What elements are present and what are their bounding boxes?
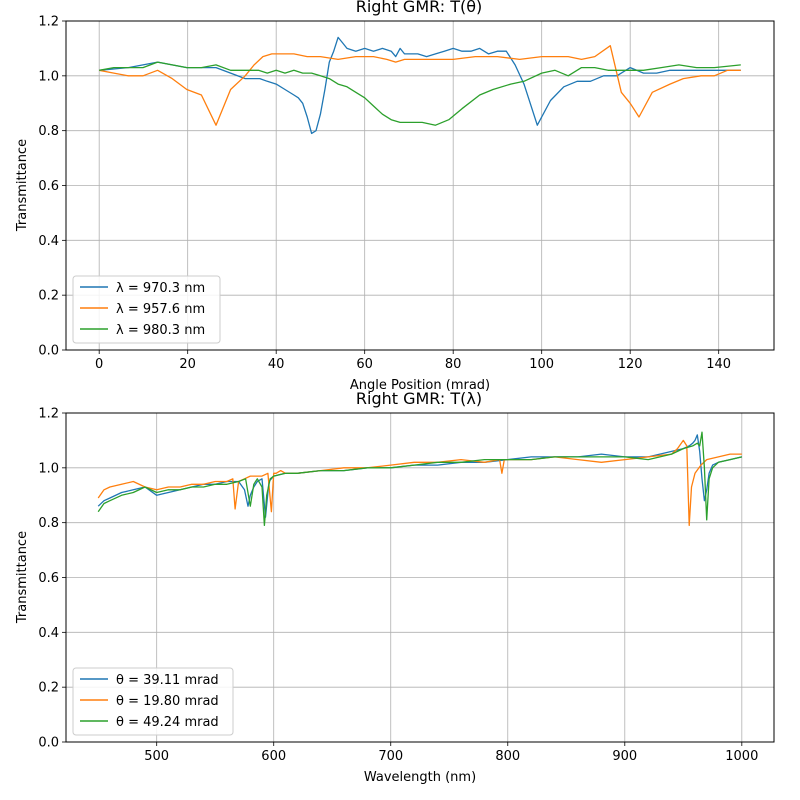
legend-label-2: λ = 957.6 nm bbox=[116, 302, 205, 317]
angle-chart-title: Right GMR: T(θ) bbox=[356, 0, 483, 16]
angle-chart: Right GMR: T(θ) 0 20 40 60 80 100 120 140 0.00.… bbox=[15, 0, 775, 393]
x-tick-label: 40 bbox=[268, 357, 285, 372]
wavelength-chart-series bbox=[97, 431, 742, 527]
legend-label-3: θ = 49.24 mrad bbox=[116, 715, 219, 730]
angle-chart-y-ticks: 0.0 0.2 0.4 0.6 0.8 1.0 1.2 bbox=[38, 15, 66, 359]
angle-chart-legend: λ = 970.3 nm λ = 957.6 nm λ = 980.3 nm bbox=[72, 275, 221, 344]
x-tick-label: 20 bbox=[179, 357, 196, 372]
y-tick-label: 1.0 bbox=[38, 461, 59, 476]
x-tick-label: 900 bbox=[612, 749, 637, 764]
angle-chart-series bbox=[99, 36, 741, 135]
series-line-1 bbox=[99, 36, 741, 135]
legend-box bbox=[72, 667, 234, 736]
angle-chart-y-label: Transmittance bbox=[15, 139, 30, 232]
y-tick-label: 0.2 bbox=[38, 681, 59, 696]
legend-box bbox=[72, 275, 221, 344]
y-tick-label: 0.0 bbox=[38, 344, 59, 359]
wavelength-chart: Right GMR: T(λ) 500 600 700 800 900 1000 0.00… bbox=[15, 389, 775, 785]
angle-chart-x-ticks: 0 20 40 60 80 100 120 140 bbox=[95, 350, 731, 372]
wavelength-chart-x-ticks: 500 600 700 800 900 1000 bbox=[144, 742, 758, 764]
y-tick-label: 0.4 bbox=[38, 626, 59, 641]
angle-chart-x-label: Angle Position (mrad) bbox=[350, 378, 490, 393]
legend-label-3: λ = 980.3 nm bbox=[116, 323, 205, 338]
y-tick-label: 0.6 bbox=[38, 571, 59, 586]
wavelength-chart-title: Right GMR: T(λ) bbox=[356, 389, 482, 408]
wavelength-chart-legend: θ = 39.11 mrad θ = 19.80 mrad θ = 49.24 … bbox=[72, 667, 234, 736]
x-tick-label: 700 bbox=[378, 749, 403, 764]
series-line-2 bbox=[97, 439, 742, 527]
y-tick-label: 0.4 bbox=[38, 234, 59, 249]
x-tick-label: 100 bbox=[529, 357, 554, 372]
x-tick-label: 1000 bbox=[725, 749, 758, 764]
x-tick-label: 80 bbox=[445, 357, 462, 372]
legend-label-1: λ = 970.3 nm bbox=[116, 281, 205, 296]
series-line-2 bbox=[99, 45, 741, 126]
y-tick-label: 0.2 bbox=[38, 289, 59, 304]
wavelength-chart-y-label: Transmittance bbox=[15, 531, 30, 624]
y-tick-label: 0.8 bbox=[38, 516, 59, 531]
legend-label-2: θ = 19.80 mrad bbox=[116, 694, 219, 709]
y-tick-label: 1.0 bbox=[38, 69, 59, 84]
wavelength-chart-y-ticks: 0.0 0.2 0.4 0.6 0.8 1.0 1.2 bbox=[38, 407, 66, 751]
wavelength-chart-x-label: Wavelength (nm) bbox=[364, 770, 476, 785]
y-tick-label: 0.6 bbox=[38, 179, 59, 194]
x-tick-label: 800 bbox=[495, 749, 520, 764]
x-tick-label: 120 bbox=[618, 357, 643, 372]
x-tick-label: 600 bbox=[261, 749, 286, 764]
series-line-3 bbox=[97, 431, 742, 527]
y-tick-label: 1.2 bbox=[38, 15, 59, 30]
y-tick-label: 1.2 bbox=[38, 407, 59, 422]
legend-label-1: θ = 39.11 mrad bbox=[116, 673, 219, 688]
series-line-3 bbox=[99, 61, 741, 126]
x-tick-label: 0 bbox=[95, 357, 103, 372]
x-tick-label: 500 bbox=[144, 749, 169, 764]
x-tick-label: 140 bbox=[706, 357, 731, 372]
y-tick-label: 0.8 bbox=[38, 124, 59, 139]
x-tick-label: 60 bbox=[356, 357, 373, 372]
y-tick-label: 0.0 bbox=[38, 736, 59, 751]
